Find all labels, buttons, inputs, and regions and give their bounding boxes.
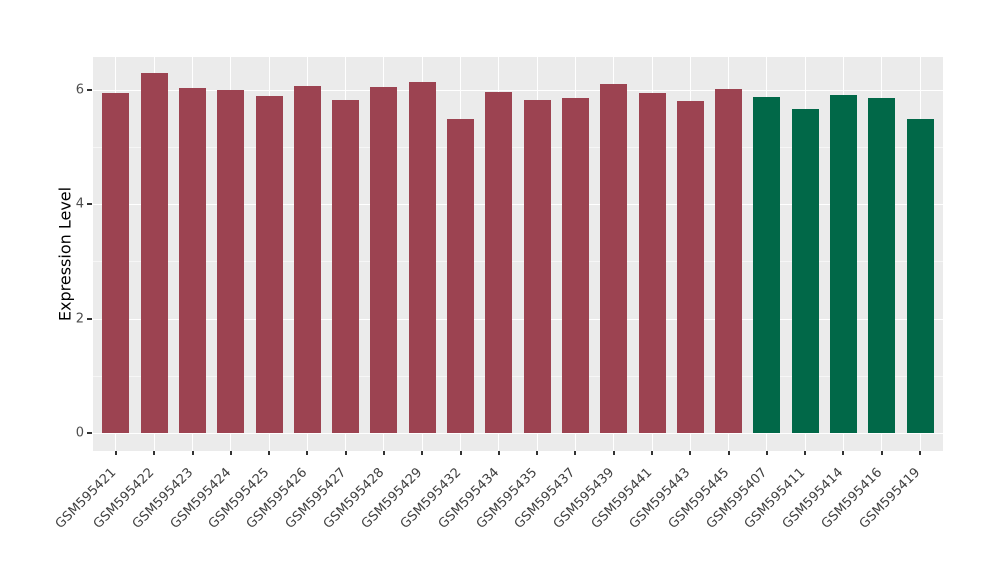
- gridline-minor: [93, 147, 943, 148]
- gridline-major: [93, 89, 943, 91]
- gridline-major: [93, 318, 943, 320]
- x-tick-mark: [919, 451, 922, 455]
- x-tick-mark: [765, 451, 768, 455]
- x-tick-mark: [497, 451, 500, 455]
- x-tick-mark: [114, 451, 117, 455]
- x-tick-mark: [344, 451, 347, 455]
- bar: [140, 73, 168, 433]
- bar: [217, 89, 245, 433]
- bar: [638, 93, 666, 433]
- x-tick-mark: [612, 451, 615, 455]
- x-tick-mark: [689, 451, 692, 455]
- y-tick-label: 2: [75, 311, 84, 327]
- gridline-minor: [93, 375, 943, 377]
- plot-panel: [93, 57, 943, 451]
- bar: [906, 118, 934, 433]
- bar: [791, 108, 819, 433]
- x-tick-mark: [727, 451, 730, 455]
- x-tick-mark: [191, 451, 194, 455]
- bar: [829, 94, 857, 433]
- bar: [676, 101, 704, 433]
- x-tick-mark: [651, 451, 653, 455]
- bar: [447, 118, 475, 433]
- bar: [523, 100, 551, 433]
- bar: [255, 96, 283, 433]
- gridline-major: [93, 433, 943, 434]
- bar: [102, 93, 130, 433]
- bar: [600, 83, 628, 433]
- bar: [408, 82, 436, 433]
- bar: [485, 92, 513, 433]
- x-tick-mark: [306, 451, 309, 455]
- x-tick-mark: [804, 451, 807, 455]
- y-tick-mark: [87, 203, 92, 206]
- y-tick-label: 4: [75, 196, 84, 212]
- x-tick-mark: [574, 451, 577, 455]
- y-tick-label: 6: [75, 82, 84, 98]
- x-tick-mark: [229, 451, 232, 455]
- bar: [561, 97, 589, 433]
- bar: [179, 87, 207, 433]
- x-tick-mark: [421, 451, 424, 455]
- x-tick-mark: [268, 451, 271, 455]
- x-tick-mark: [459, 451, 462, 455]
- bar: [370, 86, 398, 433]
- y-tick-mark: [87, 432, 92, 434]
- x-tick-mark: [536, 451, 539, 455]
- x-tick-mark: [153, 451, 156, 455]
- bar: [715, 88, 743, 433]
- y-tick-label: 0: [75, 425, 84, 441]
- bar: [332, 99, 360, 433]
- bar: [293, 86, 321, 433]
- bar: [753, 96, 781, 433]
- x-tick-mark: [382, 451, 385, 455]
- y-tick-mark: [87, 88, 92, 91]
- y-tick-mark: [87, 317, 92, 320]
- gridline-minor: [93, 261, 943, 263]
- gridline-major: [93, 204, 943, 206]
- bar: [868, 98, 896, 433]
- x-tick-mark: [880, 451, 883, 455]
- x-tick-mark: [842, 451, 845, 455]
